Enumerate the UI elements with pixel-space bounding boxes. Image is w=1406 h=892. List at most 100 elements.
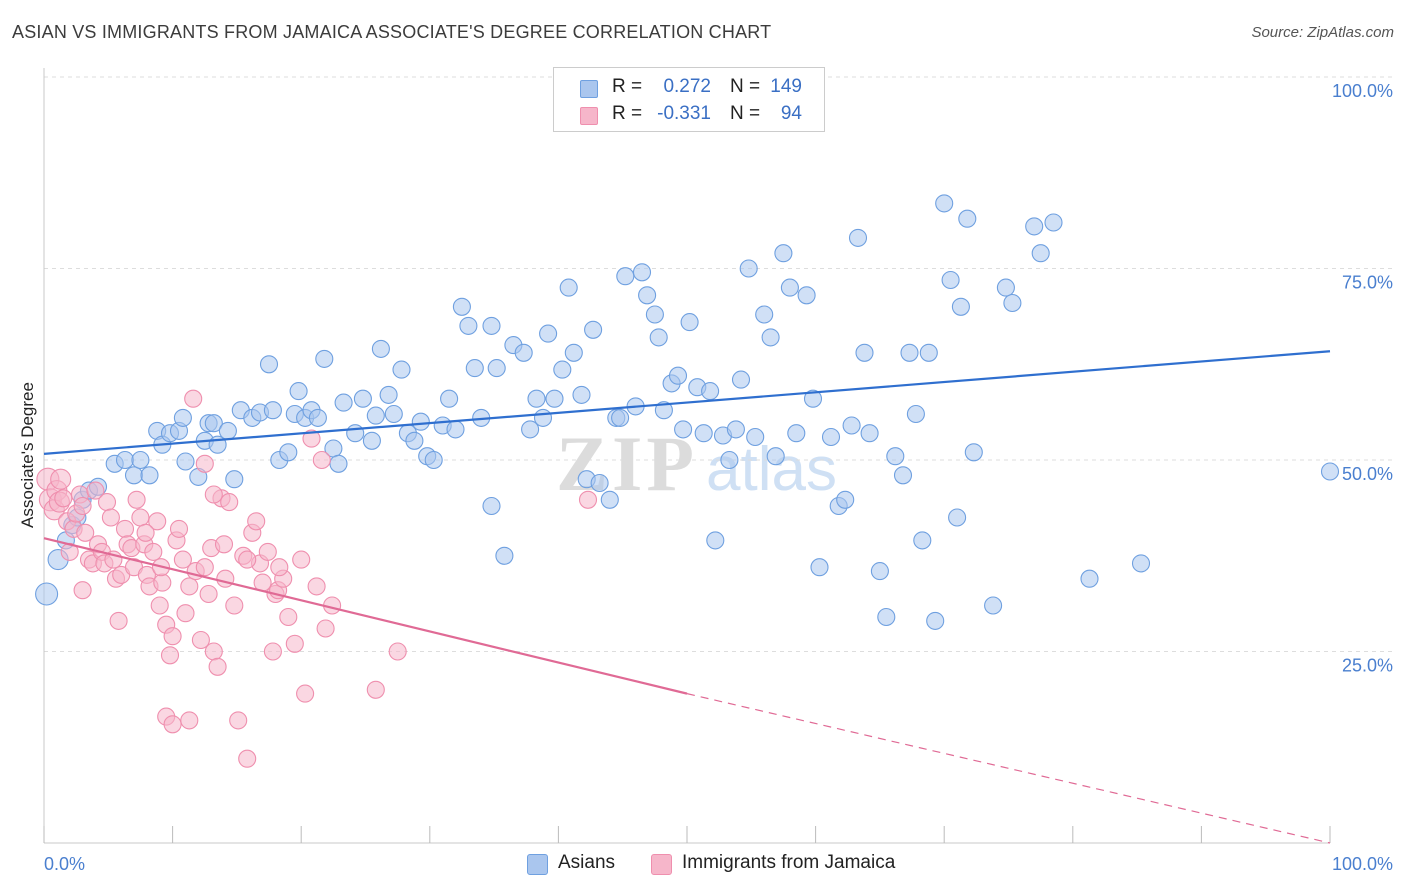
point-asians [632, 263, 652, 282]
point-asians [140, 466, 159, 485]
point-jamaica [163, 715, 182, 734]
point-asians [521, 420, 540, 439]
point-asians [1031, 244, 1050, 263]
point-asians [803, 389, 823, 408]
point-asians [115, 450, 135, 470]
point-jamaica [86, 481, 105, 500]
point-asians [334, 393, 353, 412]
point-jamaica [296, 684, 315, 703]
point-asians [482, 496, 501, 516]
point-asians [259, 355, 279, 374]
point-jamaica [195, 558, 214, 577]
point-asians [392, 360, 411, 379]
point-jamaica [238, 749, 257, 768]
point-jamaica [204, 485, 223, 504]
point-asians [668, 366, 688, 385]
point-jamaica [148, 512, 167, 531]
source-label: Source: ZipAtlas.com [1251, 24, 1394, 41]
point-asians [674, 420, 693, 439]
point-asians [545, 389, 564, 408]
point-asians [913, 531, 932, 550]
legend-row-asians: R = 0.272 N = 149 [554, 74, 824, 102]
point-jamaica [270, 558, 289, 577]
point-asians [384, 404, 403, 424]
point-jamaica [220, 493, 239, 512]
point-asians [329, 454, 348, 473]
point-asians [797, 286, 816, 305]
point-asians [941, 270, 960, 290]
point-asians [870, 562, 889, 581]
point-jamaica [258, 542, 277, 561]
point-jamaica [229, 711, 248, 730]
point-asians [984, 596, 1003, 615]
point-jamaica [199, 584, 218, 604]
point-asians [124, 466, 144, 485]
point-jamaica [73, 496, 92, 516]
point-jamaica [225, 596, 244, 615]
point-asians [680, 313, 699, 332]
point-asians [225, 470, 244, 489]
legend-r-label: R = [612, 103, 643, 124]
trend-line-jamaica [43, 537, 688, 695]
point-jamaica [238, 550, 257, 569]
point-asians [527, 389, 546, 408]
point-jamaica [180, 711, 199, 730]
point-asians [645, 305, 664, 324]
watermark-atlas: atlas [706, 435, 837, 504]
point-jamaica [97, 493, 117, 512]
point-asians [353, 389, 372, 408]
point-jamaica [302, 429, 321, 448]
point-asians [649, 328, 668, 347]
point-asians [176, 452, 195, 471]
point-asians [564, 343, 583, 362]
y-tick-label: 100.0% [1332, 81, 1393, 101]
point-asians [572, 385, 591, 404]
point-asians [440, 389, 459, 408]
y-tick-label: 75.0% [1342, 273, 1393, 293]
point-asians [315, 349, 334, 368]
point-asians [654, 401, 673, 420]
point-asians [701, 382, 720, 401]
point-asians [308, 408, 327, 427]
point-asians [893, 466, 913, 485]
point-jamaica [184, 389, 203, 408]
point-asians [553, 360, 572, 379]
point-jamaica [204, 642, 223, 661]
point-asians [371, 339, 390, 358]
point-jamaica [263, 642, 282, 661]
point-jamaica [316, 619, 335, 638]
legend-row-jamaica: R = -0.331 N = 94 [554, 101, 824, 129]
point-asians [539, 324, 558, 343]
point-asians [495, 546, 514, 565]
point-asians [346, 424, 365, 443]
point-asians [465, 359, 484, 378]
point-asians [731, 370, 751, 389]
point-asians [446, 420, 465, 439]
legend-r-value: -0.331 [657, 103, 711, 124]
point-jamaica [388, 642, 407, 661]
point-jamaica [127, 490, 146, 509]
point-asians [204, 414, 223, 433]
point-asians [1131, 554, 1151, 573]
point-asians [935, 194, 954, 213]
point-asians [855, 343, 874, 362]
x-tick-label: 100.0% [1332, 854, 1393, 874]
point-asians [1044, 213, 1063, 232]
legend-swatch-asians [580, 80, 598, 98]
point-asians [810, 558, 829, 577]
point-jamaica [163, 627, 182, 646]
point-asians [766, 447, 785, 466]
point-jamaica [214, 535, 234, 554]
point-asians [996, 278, 1015, 297]
trend-lines [43, 350, 1331, 844]
point-asians [289, 382, 308, 401]
point-asians [726, 420, 745, 439]
point-asians [584, 320, 603, 339]
point-jamaica [176, 604, 195, 623]
point-asians [590, 473, 609, 493]
point-asians [926, 611, 945, 630]
legend-n-value: 94 [780, 103, 802, 124]
point-jamaica [195, 454, 214, 473]
point-asians [482, 316, 501, 335]
legend-r-label: R = [612, 76, 643, 97]
